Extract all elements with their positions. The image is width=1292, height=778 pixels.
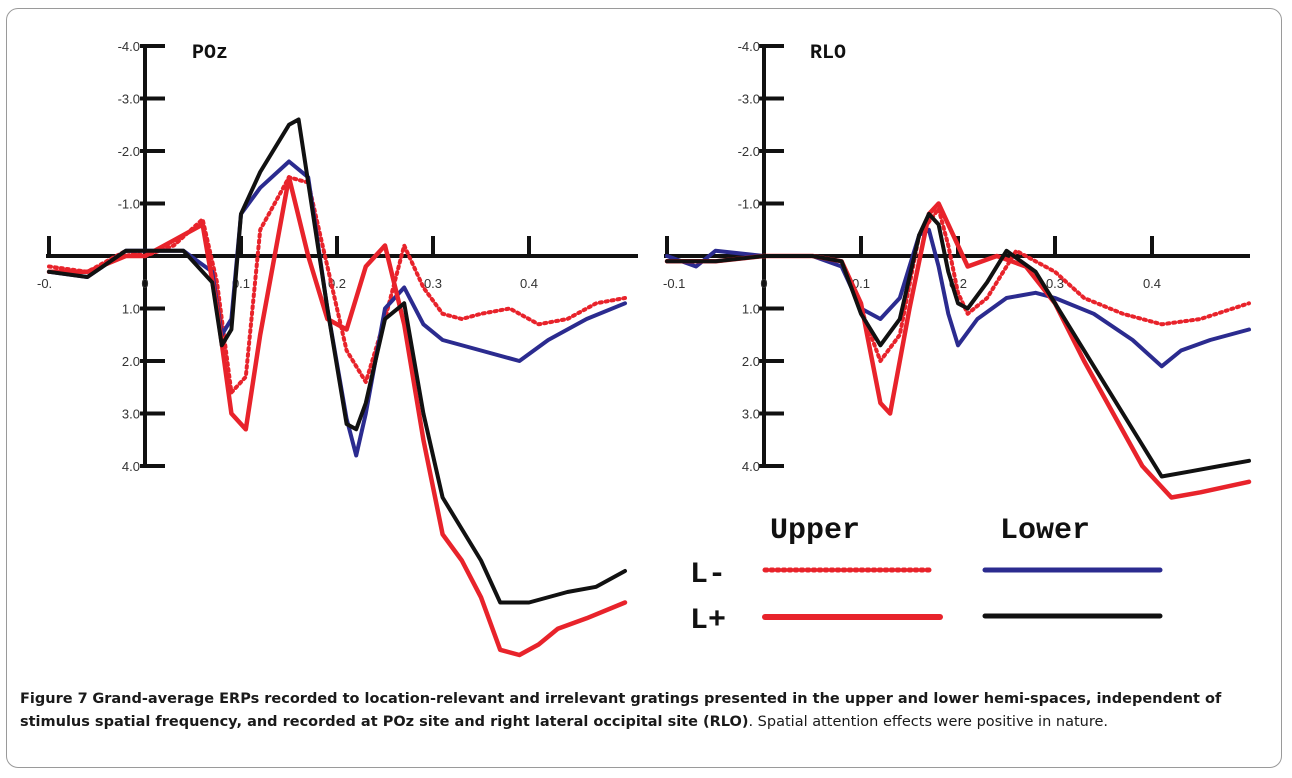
y-tick-label-rlo: 1.0 (742, 302, 760, 317)
y-tick-label-poz: -3.0 (118, 92, 140, 107)
y-tick-label-rlo: -2.0 (738, 144, 760, 159)
x-tick-label-poz: 0 (141, 276, 148, 291)
legend-header-lower: Lower (1000, 514, 1090, 548)
y-tick-label-rlo: -1.0 (738, 197, 760, 212)
series-line-rlo-lower-l- (665, 212, 1251, 479)
y-tick-label-poz: 4.0 (122, 459, 140, 474)
y-tick-label-poz: 1.0 (122, 302, 140, 317)
figure-caption: Figure 7 Grand-average ERPs recorded to … (20, 688, 1272, 734)
legend-header-upper: Upper (770, 514, 860, 548)
series-line-poz-lower-l- (47, 117, 627, 605)
caption-bold-text: Grand-average ERPs recorded to location-… (20, 691, 1222, 730)
x-tick-label-poz: 0.3 (424, 276, 442, 291)
x-tick-label-rlo: 0.1 (852, 276, 870, 291)
legend: Upper Lower L- L+ (690, 514, 1163, 638)
panel-title-rlo: RLO (810, 42, 846, 65)
y-tick-label-poz: 2.0 (122, 354, 140, 369)
x-tick-label-rlo: 0.4 (1143, 276, 1161, 291)
series-line-rlo-upper-l- (664, 201, 1252, 500)
y-tick-label-rlo: 3.0 (742, 407, 760, 422)
caption-rest-text: . Spatial attention effects were positiv… (748, 714, 1109, 730)
y-tick-label-rlo: 4.0 (742, 459, 760, 474)
y-tick-label-rlo: -4.0 (738, 39, 760, 54)
figure-plot: POz -4.0 -3.0 -2.0 -1.0 1.0 2.0 3.0 4.0 -0. 0 0.1 0.… (37, 39, 1252, 658)
series-line-rlo-upper-l- (665, 206, 1251, 363)
x-tick-label-poz: -0. (37, 276, 52, 291)
legend-row-label-l-plus: L+ (690, 604, 726, 638)
panel-poz: POz-4.0-3.0-2.0-1.01.02.03.04.0-0. 0 0.1 0.… (37, 39, 638, 658)
y-tick-label-rlo: -3.0 (738, 92, 760, 107)
panel-rlo: RLO -4.0 -3.0 -2.0 -1.0 1.0 2.0 3.0 4.0 -0.1 0 0.1 0… (663, 39, 1252, 500)
y-tick-label-poz: -1.0 (118, 197, 140, 212)
y-tick-label-poz: -2.0 (118, 144, 140, 159)
y-tick-label-rlo: 2.0 (742, 354, 760, 369)
x-tick-label-poz: 0.4 (520, 276, 538, 291)
caption-label: Figure 7 (20, 691, 88, 707)
legend-row-label-l-minus: L- (690, 558, 726, 592)
series-line-poz-upper-l- (46, 175, 628, 658)
series-line-poz-upper-l- (47, 175, 627, 395)
x-tick-label-rlo: -0.1 (663, 276, 685, 291)
y-tick-label-poz: -4.0 (118, 39, 140, 54)
y-tick-label-poz: 3.0 (122, 407, 140, 422)
panel-title-poz: POz (192, 42, 228, 65)
figure-frame (6, 8, 1282, 768)
x-tick-label-rlo: 0 (760, 276, 767, 291)
x-tick-label-rlo: 0.3 (1046, 276, 1064, 291)
